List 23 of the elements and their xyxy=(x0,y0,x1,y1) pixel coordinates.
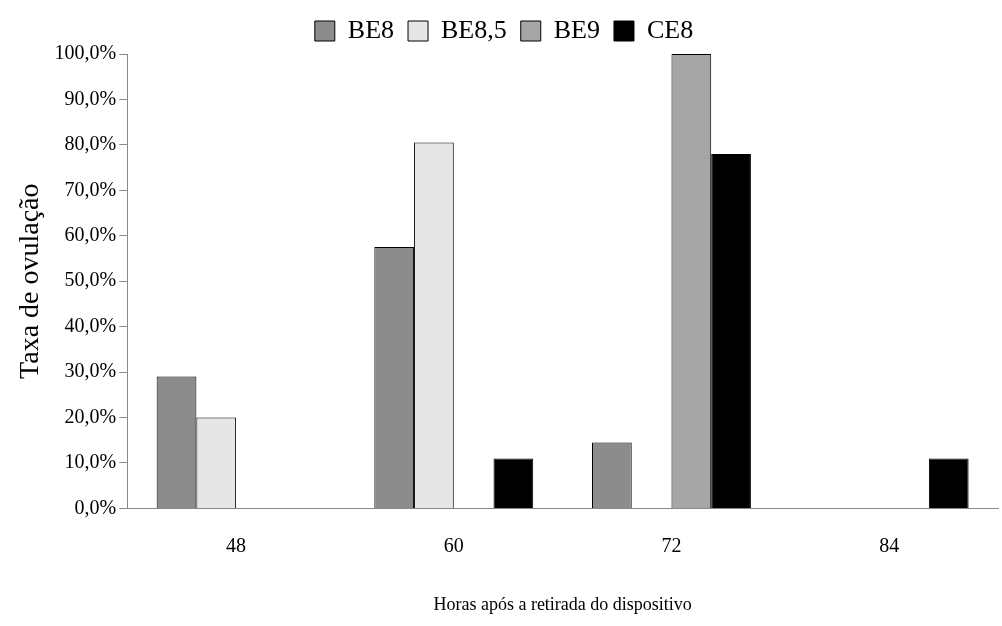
bar xyxy=(493,458,534,508)
y-tick-label: 50,0% xyxy=(64,268,117,291)
legend-label: BE8,5 xyxy=(441,14,507,44)
bar xyxy=(928,458,969,508)
y-tick-label: 30,0% xyxy=(64,359,117,382)
y-tick-label: 10,0% xyxy=(64,450,117,473)
x-axis-title: Horas após a retirada do dispositivo xyxy=(433,593,692,614)
x-tick-label: 72 xyxy=(661,533,682,556)
y-axis-title: Taxa de ovulação xyxy=(13,183,45,379)
y-tick-label: 0,0% xyxy=(74,495,117,518)
y-tick-label: 100,0% xyxy=(54,41,117,64)
y-tick-label: 80,0% xyxy=(64,132,117,155)
y-tick-label: 90,0% xyxy=(64,86,117,109)
y-tick-label: 70,0% xyxy=(64,177,117,200)
x-tick-label: 84 xyxy=(879,533,900,556)
legend-label: CE8 xyxy=(646,14,694,44)
x-tick-label: 60 xyxy=(443,533,464,556)
legend-label: BE8 xyxy=(347,14,395,44)
legend-label: BE9 xyxy=(553,14,600,44)
x-tick-label: 48 xyxy=(226,533,247,556)
y-tick-label: 20,0% xyxy=(64,404,117,427)
y-tick-label: 60,0% xyxy=(64,223,117,246)
y-tick-label: 40,0% xyxy=(64,313,117,336)
